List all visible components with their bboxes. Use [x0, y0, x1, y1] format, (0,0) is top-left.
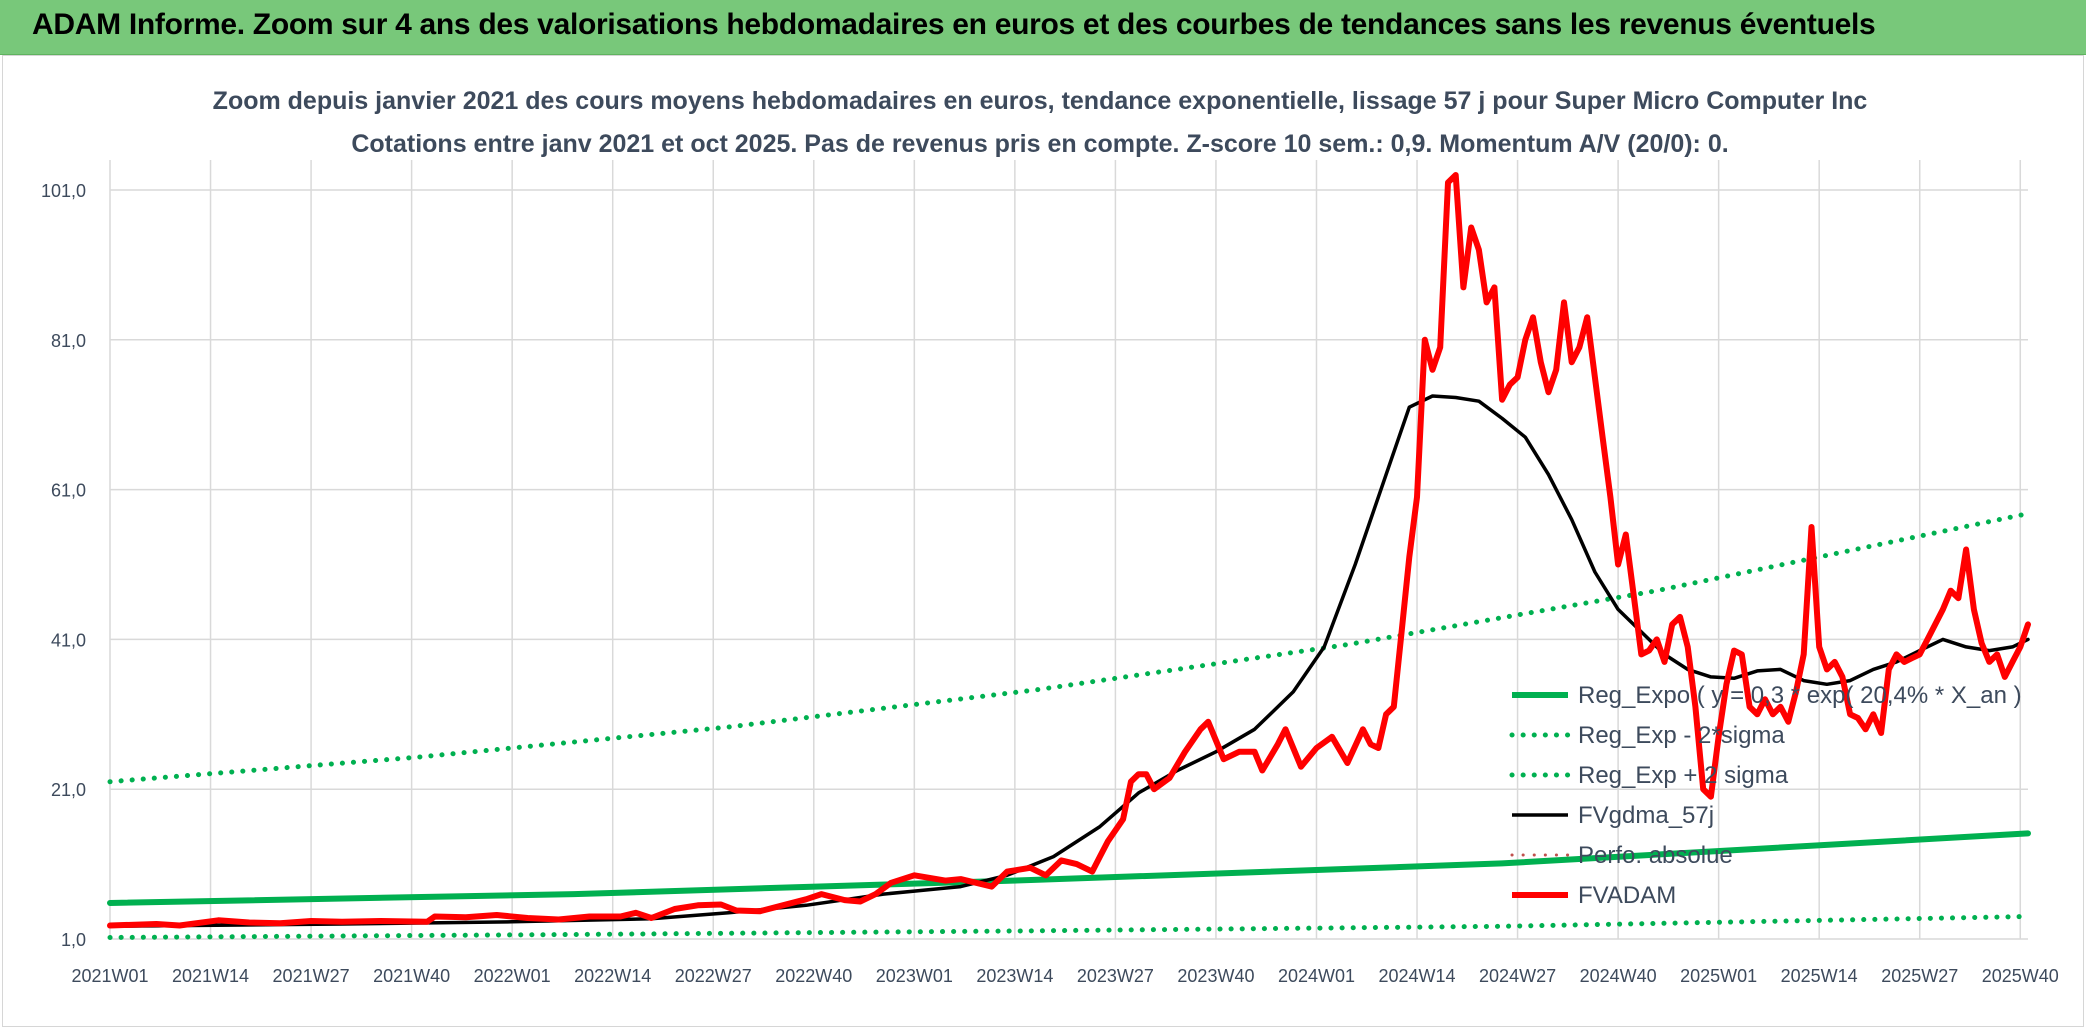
- legend: Reg_Expo ( y = 0,3 * exp( 20,4% * X_an )…: [1509, 682, 2022, 909]
- chart-frame: [2, 55, 2084, 1027]
- y-tick-label: 41,0: [51, 630, 86, 650]
- x-tick-label: 2024W14: [1378, 966, 1455, 986]
- x-tick-label: 2022W14: [574, 966, 651, 986]
- x-tick-label: 2023W27: [1077, 966, 1154, 986]
- x-tick-label: 2022W27: [675, 966, 752, 986]
- y-tick-label: 1,0: [61, 930, 86, 950]
- x-tick-label: 2022W40: [775, 966, 852, 986]
- x-tick-label: 2021W27: [273, 966, 350, 986]
- series-line-3: [108, 394, 2030, 929]
- x-tick-label: 2021W01: [71, 966, 148, 986]
- y-tick-label: 21,0: [51, 780, 86, 800]
- y-tick-label: 61,0: [51, 481, 86, 501]
- x-tick-label: 2025W01: [1680, 966, 1757, 986]
- page-title: ADAM Informe. Zoom sur 4 ans des valoris…: [32, 8, 1876, 41]
- x-tick-label: 2025W14: [1781, 966, 1858, 986]
- legend-label-1: Reg_Exp - 2*sigma: [1578, 722, 1785, 749]
- y-tick-label: 81,0: [51, 331, 86, 351]
- series-lines: [107, 172, 2031, 940]
- x-tick-label: 2022W01: [474, 966, 551, 986]
- series-line-2: [107, 511, 2031, 785]
- gridlines: [109, 160, 2028, 940]
- x-tick-label: 2021W14: [172, 966, 249, 986]
- x-tick-label: 2024W01: [1278, 966, 1355, 986]
- x-tick-label: 2021W40: [373, 966, 450, 986]
- x-tick-label: 2023W01: [876, 966, 953, 986]
- x-tick-label: 2024W40: [1580, 966, 1657, 986]
- header-banner: ADAM Informe. Zoom sur 4 ans des valoris…: [0, 0, 2086, 55]
- x-tick-label: 2025W40: [1982, 966, 2059, 986]
- series-line-1: [107, 914, 2031, 940]
- y-tick-label: 101,0: [41, 181, 86, 201]
- legend-label-0: Reg_Expo ( y = 0,3 * exp( 20,4% * X_an ): [1578, 682, 2022, 709]
- x-axis: 2021W01 2021W14 2021W27 2021W40 2022W01 2022W…: [71, 966, 2058, 986]
- legend-label-4: Perfo. absolue: [1578, 842, 1733, 869]
- x-tick-label: 2025W27: [1881, 966, 1958, 986]
- legend-label-2: Reg_Exp + 2 sigma: [1578, 762, 1789, 789]
- x-tick-label: 2024W27: [1479, 966, 1556, 986]
- legend-label-3: FVgdma_57j: [1578, 802, 1714, 829]
- series-line-0: [107, 830, 2031, 906]
- legend-label-5: FVADAM: [1578, 882, 1676, 909]
- chart-subtitle: Cotations entre janv 2021 et oct 2025. P…: [351, 130, 1728, 158]
- y-axis: 1,0 21,0 41,0 61,0 81,0 101,0: [41, 181, 86, 950]
- x-tick-label: 2023W14: [976, 966, 1053, 986]
- series-line-5: [107, 172, 2031, 929]
- chart-title: Zoom depuis janvier 2021 des cours moyen…: [213, 87, 1868, 115]
- x-tick-label: 2023W40: [1177, 966, 1254, 986]
